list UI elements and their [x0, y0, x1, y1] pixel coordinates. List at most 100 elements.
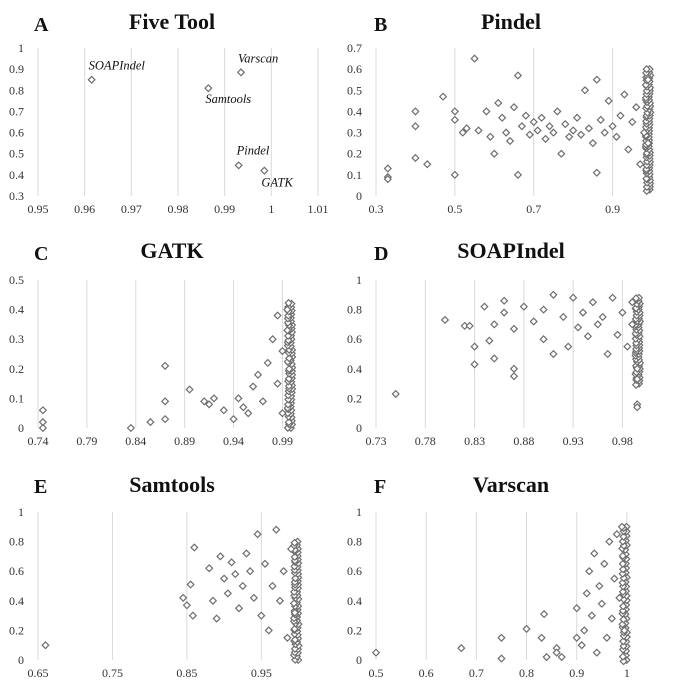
- data-point: [602, 633, 611, 642]
- data-point: [499, 296, 509, 305]
- data-point: [505, 136, 515, 146]
- data-point: [576, 130, 586, 139]
- data-point: [603, 349, 612, 359]
- data-point: [565, 132, 574, 141]
- point-label: Samtools: [205, 92, 251, 106]
- data-point: [617, 522, 627, 531]
- x-tick-label: 0.74: [28, 434, 49, 448]
- data-point: [618, 308, 627, 317]
- data-point: [290, 635, 300, 645]
- data-point: [227, 558, 236, 567]
- data-point: [522, 624, 531, 634]
- data-point: [541, 134, 550, 144]
- data-point: [616, 111, 625, 120]
- data-point: [470, 342, 479, 351]
- x-tick-label: 0.73: [366, 434, 387, 448]
- point-label: Pindel: [236, 143, 270, 157]
- data-point: [628, 117, 637, 127]
- data-point: [273, 311, 282, 320]
- x-tick-label: 0.9: [569, 666, 584, 680]
- panel-title: Five Tool: [129, 9, 215, 34]
- data-point: [618, 551, 627, 560]
- data-point: [275, 596, 285, 605]
- data-point: [490, 149, 499, 158]
- data-point: [231, 570, 240, 579]
- data-point: [205, 564, 214, 573]
- data-point: [539, 335, 548, 344]
- data-point: [561, 119, 570, 129]
- data-point: [411, 153, 420, 163]
- data-point: [470, 360, 479, 369]
- data-point: [539, 305, 548, 314]
- data-point: [272, 525, 281, 534]
- data-point: [501, 128, 511, 137]
- data-point: [592, 168, 601, 177]
- data-point: [260, 166, 269, 175]
- data-point: [284, 417, 293, 427]
- data-point: [278, 409, 287, 418]
- data-point: [537, 633, 546, 642]
- data-point: [580, 626, 589, 635]
- data-point: [498, 113, 507, 122]
- data-point: [229, 414, 238, 424]
- data-point: [521, 111, 530, 120]
- data-point: [633, 375, 642, 384]
- data-point: [585, 567, 594, 576]
- data-point: [242, 549, 251, 558]
- data-point: [204, 84, 213, 93]
- x-tick-label: 0.7: [526, 202, 541, 216]
- data-point: [604, 96, 613, 106]
- y-tick-label: 0: [18, 653, 24, 667]
- y-tick-label: 0.2: [347, 623, 362, 637]
- data-point: [160, 397, 170, 406]
- data-point: [160, 414, 170, 424]
- data-point: [557, 652, 566, 662]
- x-tick-label: 0.79: [76, 434, 97, 448]
- panel-title: Samtools: [129, 472, 215, 497]
- x-tick-label: 0.5: [369, 666, 384, 680]
- data-point: [618, 559, 627, 568]
- data-point: [633, 403, 642, 412]
- y-tick-label: 0.1: [347, 168, 362, 182]
- y-tick-label: 0.6: [347, 564, 362, 578]
- data-point: [462, 124, 471, 133]
- data-point: [450, 107, 460, 116]
- data-point: [631, 294, 641, 303]
- data-point: [542, 652, 551, 662]
- data-point: [605, 537, 614, 546]
- y-tick-label: 0.4: [9, 168, 24, 182]
- panel-title: Pindel: [481, 9, 541, 34]
- data-point: [411, 122, 420, 131]
- y-tick-label: 0.9: [9, 62, 24, 76]
- data-point: [513, 170, 523, 180]
- data-point: [239, 403, 248, 412]
- data-point: [580, 86, 590, 95]
- data-point: [549, 290, 558, 299]
- data-point: [383, 164, 392, 173]
- y-tick-label: 0.4: [9, 594, 24, 608]
- y-tick-label: 0.4: [347, 362, 362, 376]
- data-point: [618, 652, 628, 661]
- x-tick-label: 0.98: [168, 202, 189, 216]
- x-tick-label: 0.6: [419, 666, 434, 680]
- x-tick-label: 0.96: [74, 202, 95, 216]
- data-point: [283, 305, 292, 314]
- x-tick-label: 0.95: [28, 202, 49, 216]
- data-point: [582, 589, 591, 598]
- data-point: [290, 577, 299, 587]
- x-tick-label: 0.99: [272, 434, 293, 448]
- data-point: [186, 580, 195, 589]
- data-point: [284, 311, 293, 320]
- y-tick-label: 0.4: [347, 104, 362, 118]
- panel-letter: F: [374, 476, 386, 498]
- data-point: [258, 397, 268, 406]
- data-point: [450, 170, 460, 180]
- data-point: [185, 385, 194, 394]
- data-point: [607, 614, 617, 623]
- panel-letter: B: [374, 14, 387, 36]
- y-tick-label: 0.6: [9, 564, 24, 578]
- data-point: [608, 293, 617, 302]
- data-point: [631, 380, 641, 390]
- data-point: [179, 593, 188, 602]
- y-tick-label: 0.4: [9, 303, 24, 317]
